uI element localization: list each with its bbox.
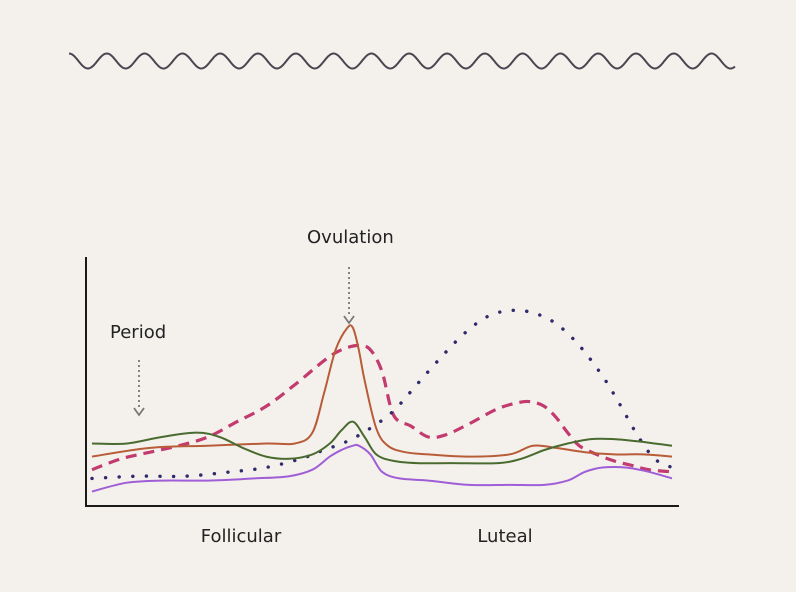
series-layer <box>90 308 674 493</box>
series-line-1 <box>90 308 674 481</box>
phase-label-follicular: Follicular <box>201 526 282 547</box>
series-line-0 <box>91 343 673 474</box>
series-line-2 <box>91 324 673 458</box>
ovulation-arrow-head <box>343 315 355 325</box>
wavy-divider <box>68 52 736 70</box>
series-line-4 <box>91 443 673 493</box>
annotation-period: Period <box>110 322 166 343</box>
phase-label-luteal: Luteal <box>477 526 532 547</box>
annotation-ovulation: Ovulation <box>307 227 394 248</box>
series-line-3 <box>91 420 673 465</box>
period-arrow-head <box>133 407 145 417</box>
